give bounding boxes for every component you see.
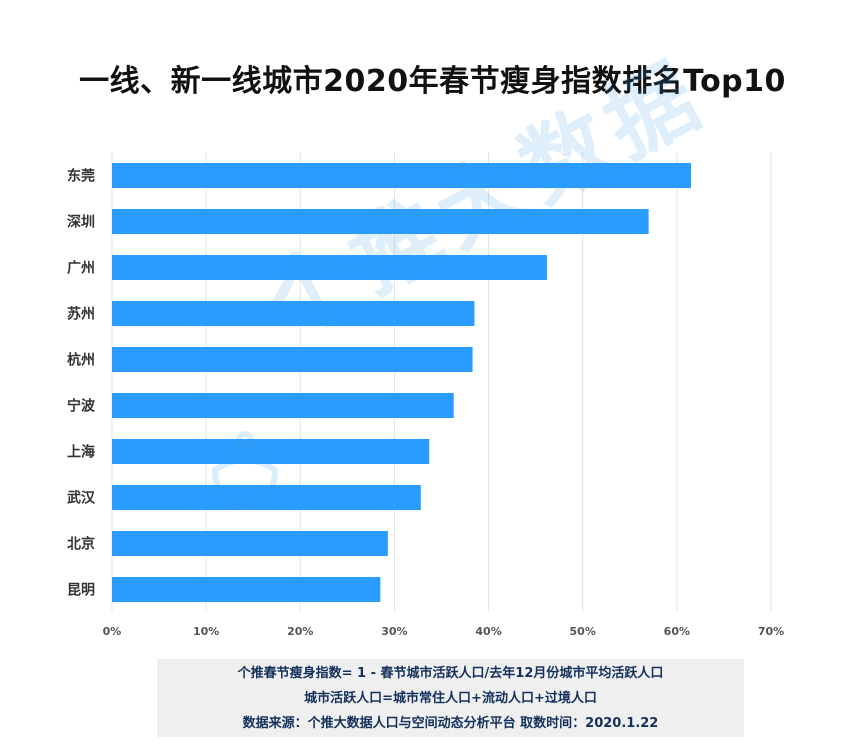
bar-9 <box>112 531 388 556</box>
chart-title: 一线、新一线城市2020年春节瘦身指数排名Top10 <box>79 64 786 99</box>
bar-layer <box>112 163 691 602</box>
footnote-line-1: 个推春节瘦身指数= 1 - 春节城市活跃人口/去年12月份城市平均活跃人口 <box>237 666 664 681</box>
bar-7 <box>112 439 430 464</box>
bar-6 <box>112 393 454 418</box>
x-tick-label: 70% <box>758 625 784 638</box>
bar-4 <box>112 301 475 326</box>
x-tick-label: 50% <box>570 625 596 638</box>
x-tick-label: 20% <box>287 625 313 638</box>
category-label: 苏州 <box>67 306 95 323</box>
footnote-line-3: 数据来源：个推大数据人口与空间动态分析平台 取数时间：2020.1.22 <box>242 716 659 731</box>
x-tick-label: 10% <box>193 625 219 638</box>
category-label: 东莞 <box>67 168 95 185</box>
x-tick-label: 60% <box>664 625 690 638</box>
x-tick-labels: 0% 10% 20% 30% 40% 50% 60% 70% <box>103 625 785 638</box>
bar-10 <box>112 577 381 602</box>
category-label: 杭州 <box>67 352 95 369</box>
bar-2 <box>112 209 649 234</box>
x-tick-label: 0% <box>103 625 122 638</box>
category-label: 广州 <box>67 260 95 277</box>
category-label: 武汉 <box>67 490 96 507</box>
footnote-box: 个推春节瘦身指数= 1 - 春节城市活跃人口/去年12月份城市平均活跃人口 城市… <box>157 659 744 737</box>
category-label: 上海 <box>67 444 95 461</box>
x-tick-label: 30% <box>381 625 407 638</box>
bar-8 <box>112 485 421 510</box>
bar-5 <box>112 347 473 372</box>
category-label: 北京 <box>67 536 95 553</box>
bar-1 <box>112 163 691 188</box>
category-label: 宁波 <box>67 398 96 415</box>
x-tick-label: 40% <box>475 625 501 638</box>
category-label: 昆明 <box>67 583 95 599</box>
category-label: 深圳 <box>67 214 95 231</box>
bar-3 <box>112 255 547 280</box>
footnote-line-2: 城市活跃人口=城市常住人口+流动人口+过境人口 <box>304 691 597 706</box>
